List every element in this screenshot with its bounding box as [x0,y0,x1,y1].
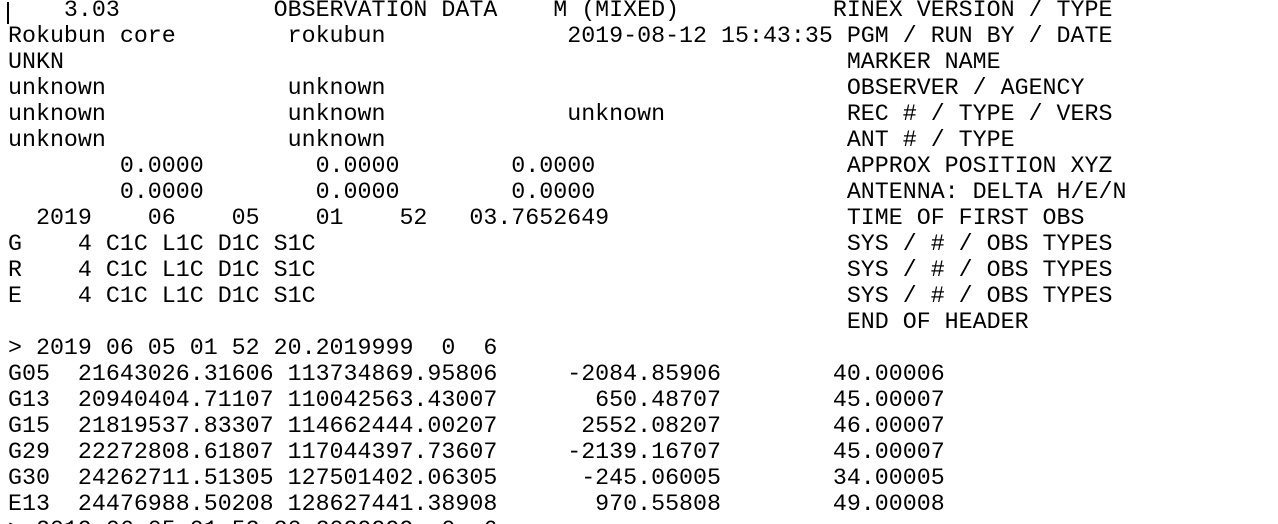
text-line: E 4 C1C L1C D1C S1C SYS / # / OBS TYPES [8,283,1113,309]
text-line: Rokubun core rokubun 2019-08-12 15:43:35… [8,23,1113,49]
text-line: 3.03 OBSERVATION DATA M (MIXED) RINEX VE… [8,0,1113,23]
text-line: unknown unknown ANT # / TYPE [8,127,1015,153]
text-line: UNKN MARKER NAME [8,49,1001,75]
text-line: unknown unknown unknown REC # / TYPE / V… [8,101,1113,127]
text-line: G05 21643026.31606 113734869.95806 -2084… [8,361,945,387]
text-line: unknown unknown OBSERVER / AGENCY [8,75,1085,101]
text-line: G29 22272808.61807 117044397.73607 -2139… [8,439,945,465]
text-line: 0.0000 0.0000 0.0000 APPROX POSITION XYZ [8,153,1113,179]
text-line: G15 21819537.83307 114662444.00207 2552.… [8,413,945,439]
text-line: > 2019 06 05 01 52 20.2019999 0 6 [8,335,498,361]
text-line: 2019 06 05 01 52 03.7652649 TIME OF FIRS… [8,205,1085,231]
text-line: G30 24262711.51305 127501402.06305 -245.… [8,465,945,491]
text-line: E13 24476988.50208 128627441.38908 970.5… [8,491,945,517]
text-line: G13 20940404.71107 110042563.43007 650.4… [8,387,945,413]
text-line: R 4 C1C L1C D1C S1C SYS / # / OBS TYPES [8,257,1113,283]
text-cursor [7,2,9,24]
editor-content[interactable]: 3.03 OBSERVATION DATA M (MIXED) RINEX VE… [8,0,1126,524]
text-line: > 2019 06 05 01 52 20.2029999 0 6 [8,517,1126,524]
text-line: 0.0000 0.0000 0.0000 ANTENNA: DELTA H/E/… [8,179,1127,205]
text-line: END OF HEADER [8,309,1029,335]
text-line: G 4 C1C L1C D1C S1C SYS / # / OBS TYPES [8,231,1113,257]
